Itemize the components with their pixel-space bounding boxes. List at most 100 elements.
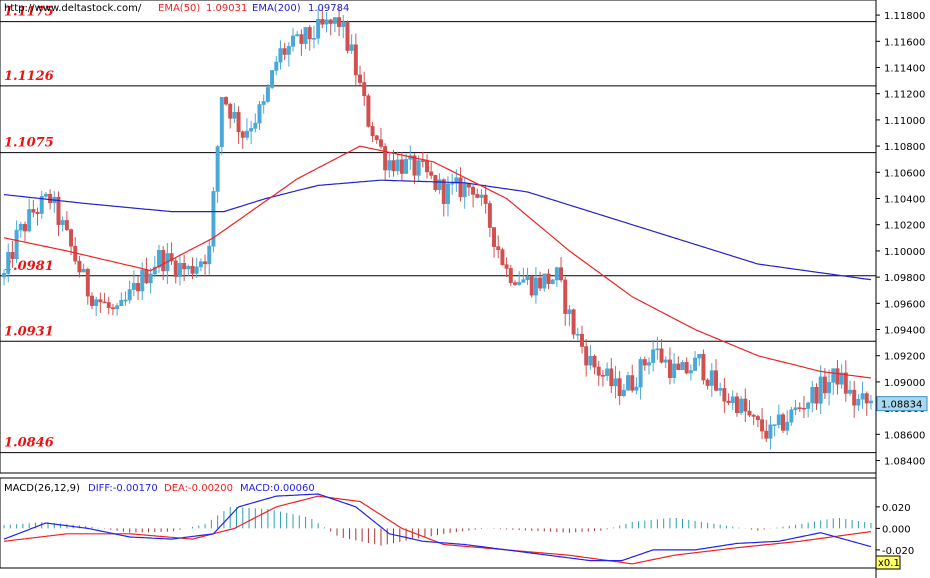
candle-body: [814, 386, 819, 404]
candle-body: [714, 370, 718, 391]
candle-body: [688, 370, 693, 374]
candle-body: [797, 407, 802, 409]
candle-body: [705, 379, 710, 386]
candle-body: [370, 126, 375, 137]
candle-body: [596, 366, 601, 376]
candle-body: [730, 396, 735, 403]
candle-body: [295, 34, 300, 37]
level-label: 1.1075: [4, 136, 54, 151]
candle-body: [240, 131, 245, 138]
candle-body: [161, 249, 166, 272]
ema50-label: EMA(50): [158, 3, 200, 14]
candle-body: [282, 48, 287, 55]
candle-body: [169, 253, 174, 262]
candle-body: [575, 333, 580, 336]
level-label: 1.0931: [4, 324, 54, 339]
candle-body: [810, 386, 815, 404]
price-panel-frame: [0, 0, 877, 474]
candle-body: [64, 220, 69, 230]
candle-body: [868, 400, 873, 404]
candle-body: [747, 410, 752, 416]
candle-body: [337, 17, 342, 27]
candle-body: [496, 246, 501, 250]
candle-body: [387, 160, 392, 171]
candle-body: [529, 276, 534, 296]
candle-body: [852, 389, 857, 406]
candle-body: [307, 27, 312, 40]
price-tick-label: 1.09200: [884, 352, 925, 363]
candle-body: [563, 279, 568, 314]
candle-body: [232, 112, 237, 119]
price-tick-label: 1.09400: [884, 326, 925, 337]
candle-body: [734, 396, 739, 414]
candle-body: [680, 362, 685, 370]
macd-title: MACD(26,12,9): [4, 483, 80, 494]
candle-body: [31, 209, 36, 213]
site-url[interactable]: http://www.deltastock.com/: [4, 3, 142, 14]
candle-body: [173, 260, 178, 277]
candle-body: [324, 19, 329, 25]
candle-body: [345, 21, 350, 51]
zoom-badge[interactable]: [875, 555, 901, 570]
candle-body: [504, 264, 509, 269]
candle-body: [23, 224, 27, 232]
candle-body: [270, 70, 275, 88]
candle-body: [90, 295, 94, 306]
candle-body: [651, 349, 656, 363]
candle-body: [56, 196, 61, 225]
candle-body: [412, 155, 417, 176]
candle-body: [157, 249, 161, 268]
level-label: 1.1126: [4, 69, 54, 84]
candle-body: [672, 363, 677, 378]
macd-tick-label: 0.000: [882, 524, 911, 535]
candlesticks: [2, 6, 873, 450]
candle-body: [864, 393, 869, 404]
candle-body: [818, 376, 823, 404]
candle-body: [542, 273, 547, 289]
candle-body: [236, 112, 241, 133]
candle-body: [441, 179, 446, 204]
candle-body: [751, 414, 756, 417]
candle-body: [211, 191, 216, 247]
candle-body: [437, 179, 442, 191]
candle-body: [110, 307, 115, 310]
zoom-label[interactable]: x0.1: [878, 558, 900, 569]
candle-body: [77, 260, 82, 273]
candle-body: [697, 353, 702, 359]
candle-body: [789, 409, 794, 423]
candle-body: [60, 220, 65, 225]
price-tick-label: 1.09000: [884, 378, 925, 389]
candle-body: [785, 421, 790, 431]
candle-body: [617, 378, 622, 396]
candle-body: [395, 159, 400, 172]
candle-body: [429, 171, 434, 176]
candle-body: [224, 97, 228, 105]
candle-body: [626, 375, 631, 391]
candle-body: [701, 353, 706, 381]
candle-body: [186, 265, 191, 270]
candle-body: [667, 359, 672, 378]
candle-body: [613, 378, 618, 387]
candle-body: [131, 283, 136, 290]
candle-body: [420, 160, 425, 162]
candle-body: [843, 372, 848, 394]
macd-diff-label: DIFF:-0.00170: [88, 483, 158, 494]
candle-body: [806, 402, 811, 409]
candle-body: [860, 393, 865, 400]
candle-body: [521, 279, 526, 283]
price-tick-label: 1.10800: [884, 142, 925, 153]
candle-body: [525, 276, 530, 280]
candle-body: [781, 414, 785, 431]
candle-body: [399, 159, 404, 174]
candle-body: [609, 368, 614, 387]
candle-body: [801, 407, 806, 410]
candle-body: [647, 362, 651, 366]
price-tick-label: 1.10400: [884, 195, 925, 206]
macd-dea-label: DEA:-0.00200: [164, 483, 233, 494]
candle-body: [772, 424, 777, 426]
candle-body: [332, 17, 337, 24]
candle-body: [634, 386, 639, 391]
candle-body: [378, 139, 383, 147]
candle-body: [291, 35, 295, 47]
candle-body: [69, 229, 74, 247]
